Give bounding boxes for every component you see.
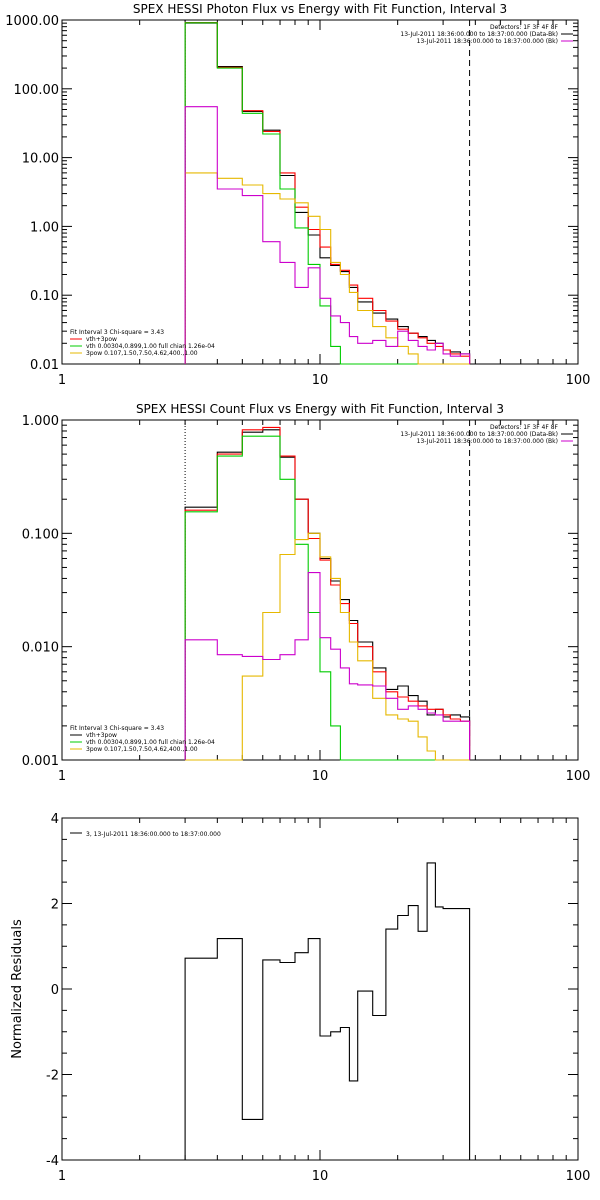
legend-label: Detectors: 1F 3F 4F 8F bbox=[490, 424, 559, 431]
chart-title: SPEX HESSI Count Flux vs Energy with Fit… bbox=[136, 402, 504, 416]
series-4-step-line bbox=[184, 172, 470, 365]
legend-label: 13-Jul-2011 18:36:00.000 to 18:37:00.000… bbox=[417, 38, 558, 45]
y-tick-label: 0.01 bbox=[30, 358, 59, 373]
legend-label: 13-Jul-2011 18:36:00.000 to 18:37:00.000… bbox=[400, 431, 558, 438]
x-tick-label: 1 bbox=[58, 769, 66, 784]
series-1-step-line bbox=[184, 862, 471, 1160]
x-tick-label: 1 bbox=[58, 1169, 66, 1184]
y-tick-label: 10.00 bbox=[22, 152, 59, 167]
y-tick-label: 1.00 bbox=[30, 220, 59, 235]
legend-label: 13-Jul-2011 18:36:00.000 to 18:37:00.000… bbox=[400, 31, 558, 38]
fit-legend-label: vth+3pow bbox=[86, 732, 117, 739]
y-tick-label: 0.010 bbox=[22, 641, 59, 656]
series-1-step-line bbox=[184, 22, 471, 364]
y-axis-label: Normalized Residuals bbox=[10, 919, 25, 1059]
x-tick-label: 100 bbox=[566, 769, 591, 784]
y-tick-label: 1000.00 bbox=[5, 14, 59, 29]
fit-legend-label: vth 0.00304,0.899,1.00 full chian 1.26e-… bbox=[86, 343, 215, 350]
y-tick-label: 100.00 bbox=[14, 83, 60, 98]
chart-2: SPEX HESSI Count Flux vs Energy with Fit… bbox=[22, 402, 591, 784]
legend-label: Detectors: 1F 3F 4F 8F bbox=[490, 24, 559, 31]
series-3-step-line bbox=[184, 22, 470, 365]
plot-frame bbox=[61, 19, 579, 365]
fit-legend-label: Fit Interval 3 Chi-square = 3.43 bbox=[70, 329, 164, 336]
x-tick-label: 100 bbox=[566, 373, 591, 388]
legend-label: 13-Jul-2011 18:36:00.000 to 18:37:00.000… bbox=[417, 438, 558, 445]
x-tick-label: 10 bbox=[312, 1169, 329, 1184]
series-5-step-line bbox=[184, 106, 471, 364]
y-tick-label: -4 bbox=[46, 1154, 59, 1169]
series-3-step-line bbox=[184, 435, 470, 761]
y-tick-label: 0 bbox=[51, 983, 59, 998]
series-2-step-line bbox=[184, 21, 471, 364]
chart-3: 1 10 100 -4 -2 0 2 4 Normalized Residuals 3, 13-J… bbox=[10, 812, 590, 1184]
y-tick-label: 0.001 bbox=[22, 754, 59, 769]
fit-legend-label: 3pow 0.107,1.50,7.50,4.62,400.,1.00 bbox=[86, 746, 198, 753]
y-tick-label: 4 bbox=[51, 812, 59, 827]
chart-title: SPEX HESSI Photon Flux vs Energy with Fi… bbox=[133, 2, 507, 16]
x-tick-label: 1 bbox=[58, 373, 66, 388]
y-tick-label: -2 bbox=[46, 1069, 59, 1084]
series-5-step-line bbox=[184, 572, 471, 760]
chart-1: SPEX HESSI Photon Flux vs Energy with Fi… bbox=[5, 2, 590, 388]
x-tick-label: 10 bbox=[312, 373, 329, 388]
fit-legend-label: vth 0.00304,0.899,1.00 full chian 1.26e-… bbox=[86, 739, 215, 746]
legend-label: 3, 13-Jul-2011 18:36:00.000 to 18:37:00.… bbox=[86, 831, 221, 838]
x-tick-label: 100 bbox=[566, 1169, 591, 1184]
y-tick-label: 0.100 bbox=[22, 527, 59, 542]
y-tick-label: 1.000 bbox=[22, 414, 59, 429]
fit-legend-label: 3pow 0.107,1.50,7.50,4.62,400.,1.00 bbox=[86, 350, 198, 357]
fit-legend-label: Fit Interval 3 Chi-square = 3.43 bbox=[70, 725, 164, 732]
y-tick-label: 2 bbox=[51, 898, 59, 913]
x-tick-label: 10 bbox=[312, 769, 329, 784]
fit-legend-label: vth+3pow bbox=[86, 336, 117, 343]
y-tick-label: 0.10 bbox=[30, 289, 59, 304]
series-2-step-line bbox=[184, 426, 471, 760]
series-4-step-line bbox=[185, 532, 470, 761]
